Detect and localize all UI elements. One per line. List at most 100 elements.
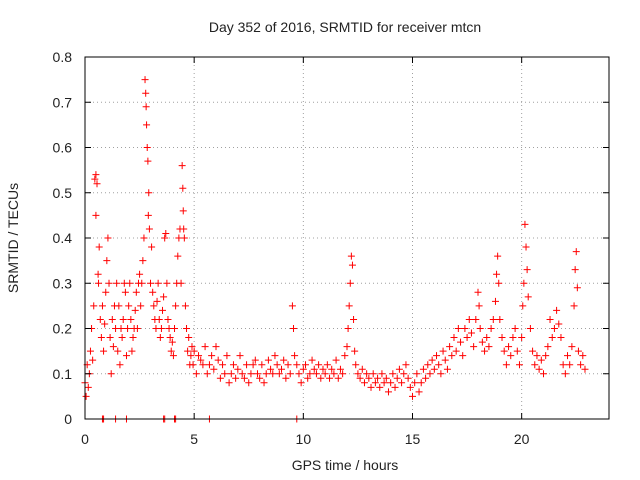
data-point <box>522 243 530 251</box>
data-point <box>507 352 515 360</box>
data-point <box>162 229 170 237</box>
data-point <box>183 325 191 332</box>
data-point <box>105 279 113 287</box>
data-point <box>487 325 495 332</box>
data-point <box>238 370 246 378</box>
data-point <box>419 365 427 373</box>
data-point <box>155 315 163 323</box>
data-point <box>90 302 98 310</box>
data-point <box>302 361 310 369</box>
data-point <box>463 334 471 342</box>
y-tick-label: 0.1 <box>53 366 73 382</box>
data-point <box>271 352 279 360</box>
data-point <box>382 374 390 382</box>
data-point <box>393 374 401 382</box>
data-point <box>443 365 451 373</box>
data-point <box>478 338 486 346</box>
data-point <box>147 279 154 287</box>
data-point <box>208 352 216 360</box>
data-point <box>144 211 152 219</box>
data-point <box>192 370 200 378</box>
data-point <box>138 279 146 287</box>
data-point <box>391 383 399 391</box>
data-point <box>113 279 121 287</box>
data-point <box>100 347 108 355</box>
data-point <box>439 347 447 355</box>
data-point <box>137 302 145 310</box>
data-point <box>356 374 364 382</box>
data-point <box>190 347 198 355</box>
data-point <box>225 379 233 387</box>
data-point <box>189 361 197 369</box>
data-point <box>323 361 331 369</box>
data-point <box>347 252 355 260</box>
data-point <box>92 211 100 219</box>
data-point <box>352 361 360 369</box>
data-point <box>424 361 432 369</box>
data-point <box>127 315 135 323</box>
data-point <box>531 361 539 369</box>
data-point <box>574 347 582 355</box>
data-point <box>253 370 261 378</box>
data-point <box>96 315 104 323</box>
data-point <box>559 361 567 369</box>
data-point <box>166 334 174 342</box>
x-tick-label: 15 <box>405 431 421 447</box>
data-point <box>180 225 188 233</box>
data-point <box>579 352 587 360</box>
data-point <box>509 334 517 342</box>
data-point <box>358 365 366 373</box>
data-point <box>365 374 373 382</box>
data-point <box>475 302 483 310</box>
data-point <box>142 103 150 111</box>
data-point <box>260 379 268 387</box>
data-point <box>142 89 150 97</box>
data-point <box>145 189 153 197</box>
data-point <box>109 343 117 351</box>
data-point <box>131 306 139 314</box>
data-point <box>441 356 449 364</box>
data-point <box>491 297 499 305</box>
data-point <box>417 379 425 387</box>
data-point <box>515 361 523 369</box>
data-point <box>282 374 290 382</box>
data-point <box>415 388 423 396</box>
data-point <box>262 370 270 378</box>
data-point <box>256 374 264 382</box>
data-point <box>413 370 421 378</box>
data-point <box>84 383 92 391</box>
data-point <box>184 347 192 355</box>
data-point <box>126 279 134 287</box>
data-point <box>336 365 344 373</box>
y-tick-label: 0.4 <box>53 230 73 246</box>
data-point <box>566 361 574 369</box>
data-point <box>387 379 395 387</box>
data-point <box>496 315 504 323</box>
data-point <box>561 370 569 378</box>
data-point <box>245 379 253 387</box>
data-point <box>550 325 558 332</box>
data-point <box>489 315 497 323</box>
y-tick-label: 0.7 <box>53 94 73 110</box>
data-point <box>159 306 167 314</box>
data-point <box>321 370 329 378</box>
data-point <box>227 370 235 378</box>
data-point <box>149 288 157 296</box>
data-point <box>210 365 218 373</box>
data-point <box>180 234 188 242</box>
data-point <box>98 302 106 310</box>
data-point <box>181 302 189 310</box>
data-point <box>95 279 103 287</box>
data-point <box>555 320 563 328</box>
data-point <box>139 257 147 265</box>
data-point <box>404 374 412 382</box>
data-point <box>258 361 266 369</box>
data-point <box>92 171 100 179</box>
data-point <box>167 347 175 355</box>
data-point <box>518 334 526 342</box>
data-point <box>144 157 152 165</box>
data-point <box>114 347 122 355</box>
data-point <box>371 379 379 387</box>
y-tick-label: 0.8 <box>53 49 73 65</box>
data-point <box>500 347 508 355</box>
